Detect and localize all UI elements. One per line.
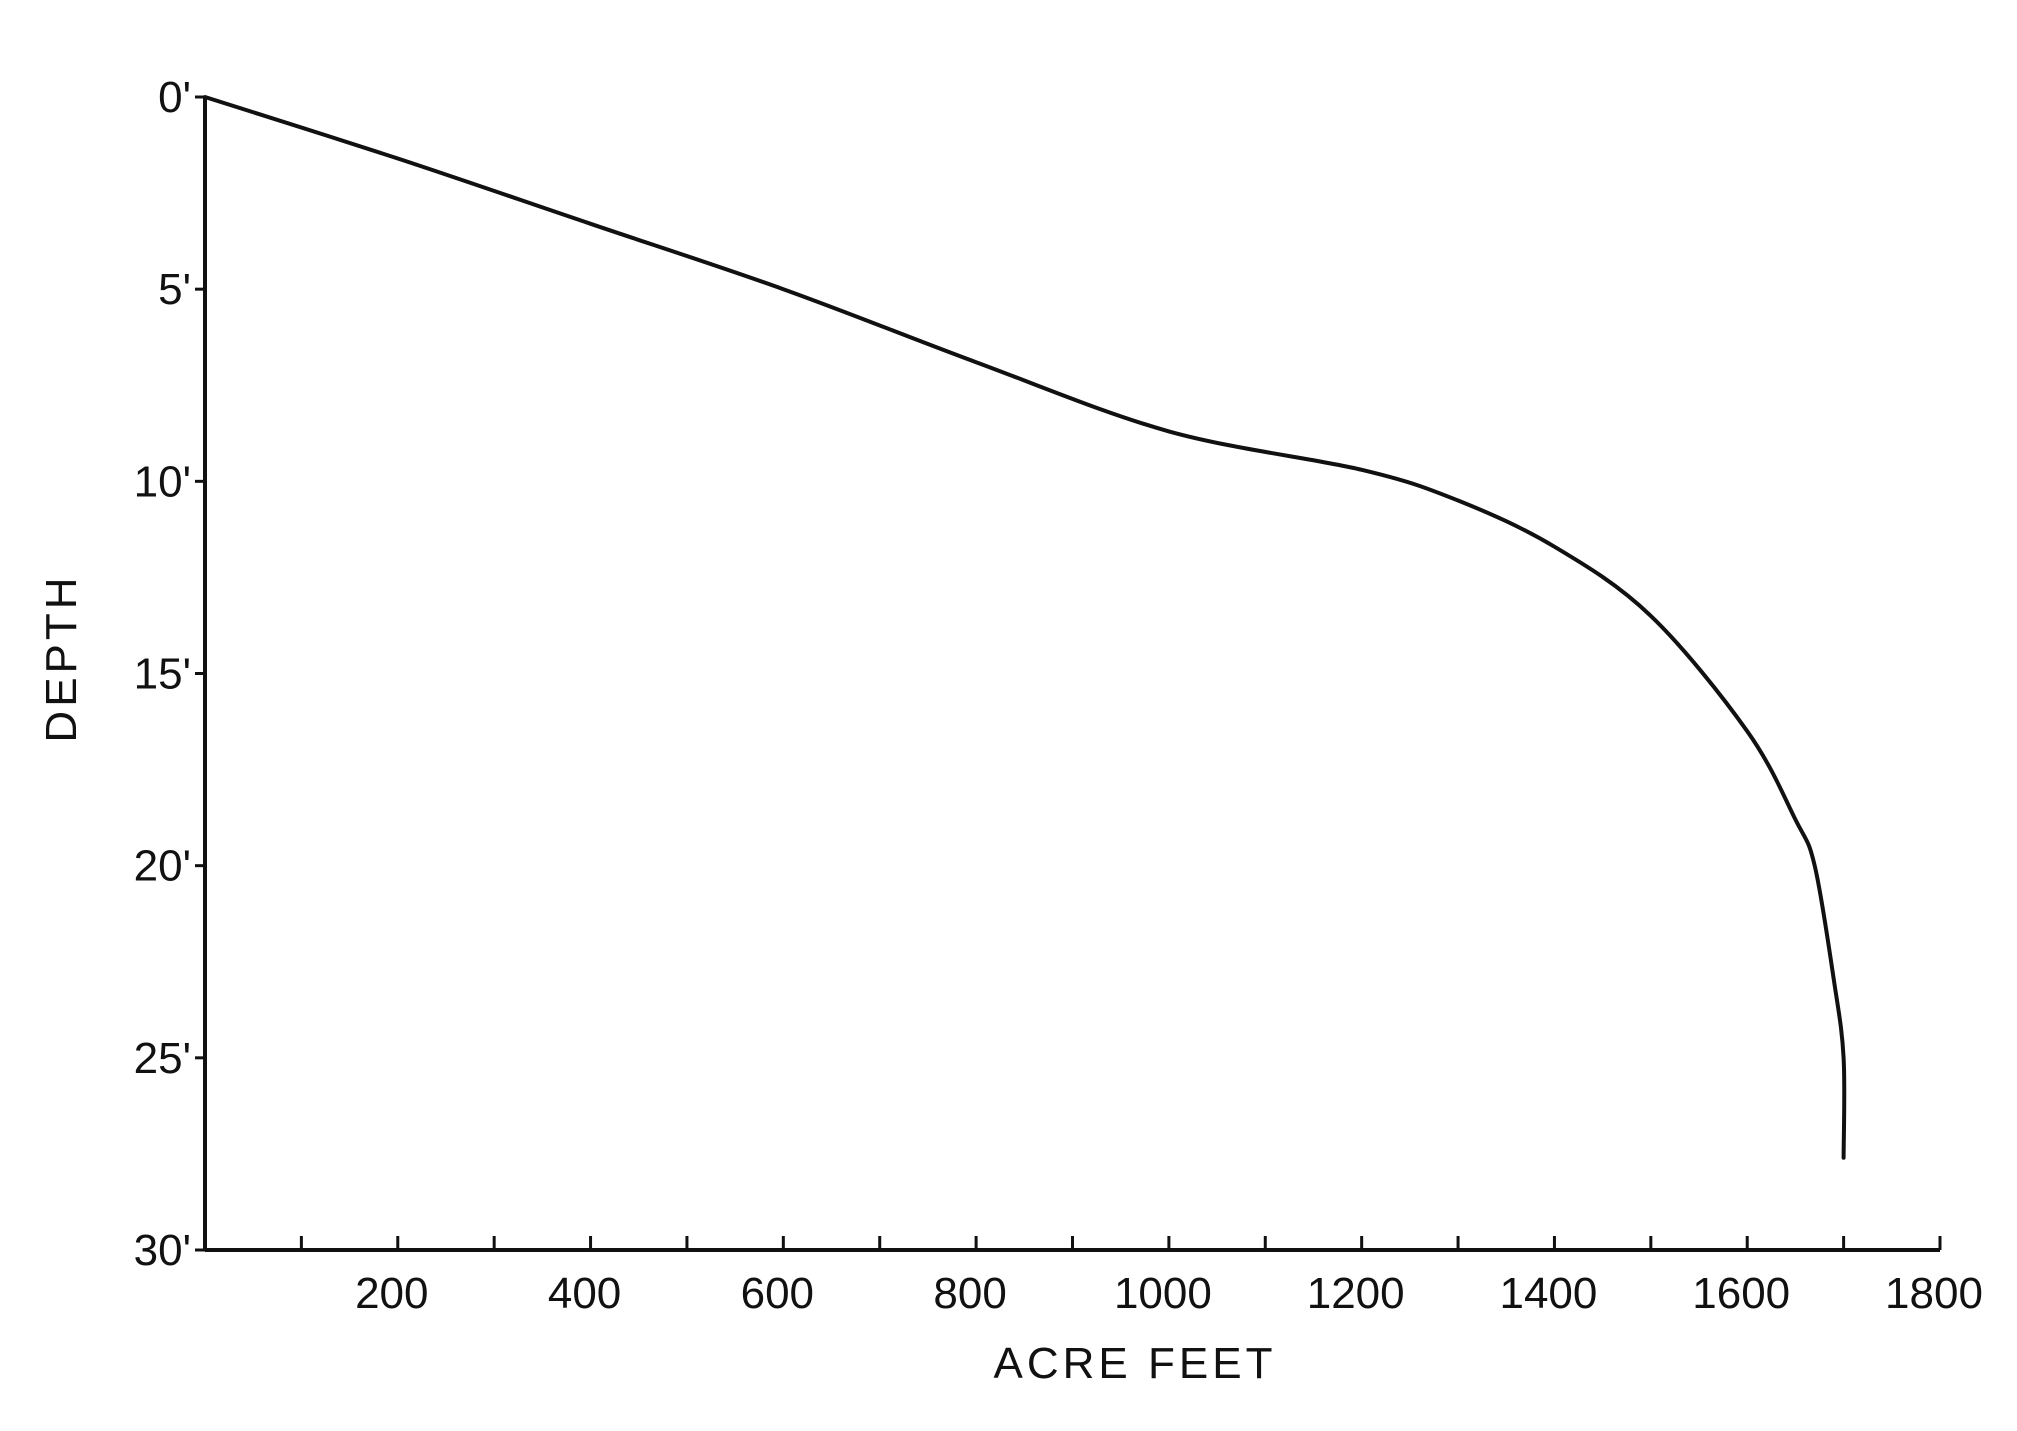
y-axis-title: DEPTH: [37, 573, 86, 742]
x-tick-label: 800: [933, 1269, 1006, 1318]
y-tick-label: 0': [158, 73, 191, 122]
y-axis-ticks: 0' 5' 10' 15' 20' 25' 30': [134, 73, 205, 1275]
y-tick-label: 20': [134, 842, 191, 891]
x-tick-label: 1400: [1499, 1269, 1597, 1318]
y-tick-label: 30': [134, 1226, 191, 1275]
x-axis-ticks: 200 400 600 800 1000 1200 1400 1600 1800: [299, 1236, 1983, 1318]
series-group: [203, 95, 1847, 1160]
x-tick-label: 400: [548, 1269, 621, 1318]
x-tick-label: 1000: [1114, 1269, 1212, 1318]
y-tick-label: 25': [134, 1034, 191, 1083]
y-tick-label: 15': [134, 650, 191, 699]
x-tick-label: 1600: [1692, 1269, 1790, 1318]
x-tick-label: 1800: [1885, 1269, 1983, 1318]
y-tick-label: 5': [158, 265, 191, 314]
x-tick-label: 600: [741, 1269, 814, 1318]
axes: [203, 97, 1940, 1252]
x-axis-title: ACRE FEET: [994, 1339, 1277, 1388]
y-tick-label: 10': [134, 457, 191, 506]
x-tick-label: 200: [355, 1269, 428, 1318]
x-tick-label: 1200: [1307, 1269, 1405, 1318]
series-line-0: [203, 95, 1847, 1160]
